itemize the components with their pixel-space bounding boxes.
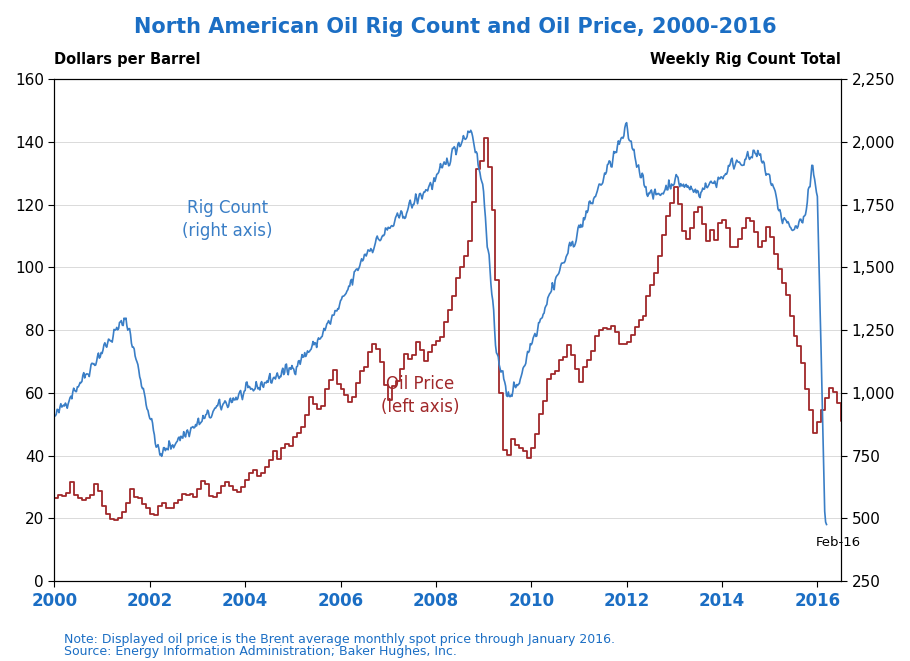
Text: Source: Energy Information Administration; Baker Hughes, Inc.: Source: Energy Information Administratio… xyxy=(64,644,457,658)
Text: Note: Displayed oil price is the Brent average monthly spot price through Januar: Note: Displayed oil price is the Brent a… xyxy=(64,633,614,646)
Text: Feb-16: Feb-16 xyxy=(816,536,861,549)
Text: Dollars per Barrel: Dollars per Barrel xyxy=(55,52,201,67)
Text: Oil Price
(left axis): Oil Price (left axis) xyxy=(381,375,460,416)
Text: Rig Count
(right axis): Rig Count (right axis) xyxy=(182,199,273,241)
Text: Weekly Rig Count Total: Weekly Rig Count Total xyxy=(651,52,841,67)
Text: North American Oil Rig Count and Oil Price, 2000-2016: North American Oil Rig Count and Oil Pri… xyxy=(134,17,776,36)
